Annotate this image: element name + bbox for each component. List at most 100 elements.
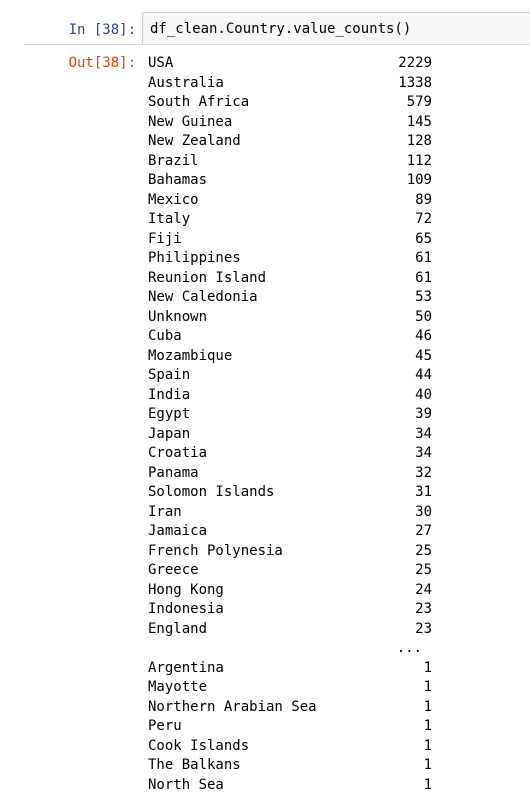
count-value: 24 [415, 581, 432, 601]
country-label: Hong Kong [148, 581, 224, 601]
country-label: New Guinea [148, 113, 232, 133]
count-value: 128 [407, 132, 432, 152]
count-value: 145 [407, 113, 432, 133]
count-value: 579 [407, 93, 432, 113]
country-label: Panama [148, 464, 199, 484]
count-value: 1 [424, 678, 432, 698]
country-label: Reunion Island [148, 269, 266, 289]
country-label: North Sea [148, 776, 224, 795]
value-count-row: North Sea 1 [148, 776, 438, 795]
count-value: 1 [424, 698, 432, 718]
value-count-row: New Guinea 145 [148, 113, 438, 133]
country-label: Fiji [148, 230, 182, 250]
country-label: England [148, 620, 207, 640]
value-count-row: Brazil 112 [148, 152, 438, 172]
count-value: 61 [415, 249, 432, 269]
code-input-area[interactable]: df_clean.Country.value_counts() [142, 12, 530, 45]
country-label: Bahamas [148, 171, 207, 191]
count-value: 23 [415, 600, 432, 620]
value-count-row: Cuba 46 [148, 327, 438, 347]
count-value: 23 [415, 620, 432, 640]
country-label: South Africa [148, 93, 249, 113]
value-count-row: India 40 [148, 386, 438, 406]
value-count-row: Reunion Island 61 [148, 269, 438, 289]
ellipsis: ... [397, 639, 422, 659]
ellipsis-row: ... [148, 639, 438, 659]
value-count-row: Jamaica 27 [148, 522, 438, 542]
count-value: 1 [424, 717, 432, 737]
country-label: Brazil [148, 152, 199, 172]
country-label: Solomon Islands [148, 483, 274, 503]
country-label: Cuba [148, 327, 182, 347]
country-label: Mexico [148, 191, 199, 211]
country-label: Greece [148, 561, 199, 581]
country-label: India [148, 386, 190, 406]
count-value: 1338 [398, 74, 432, 94]
country-label: French Polynesia [148, 542, 283, 562]
count-value: 39 [415, 405, 432, 425]
value-count-row: Mayotte 1 [148, 678, 438, 698]
country-label: Spain [148, 366, 190, 386]
country-label: Jamaica [148, 522, 207, 542]
count-value: 2229 [398, 54, 432, 74]
value-count-row: Croatia 34 [148, 444, 438, 464]
count-value: 1 [424, 776, 432, 795]
count-value: 50 [415, 308, 432, 328]
country-label: Peru [148, 717, 182, 737]
value-count-row: Iran 30 [148, 503, 438, 523]
value-count-row: Mexico 89 [148, 191, 438, 211]
value-count-row: New Zealand 128 [148, 132, 438, 152]
value-count-row: Egypt 39 [148, 405, 438, 425]
country-label: Iran [148, 503, 182, 523]
count-value: 46 [415, 327, 432, 347]
value-count-row: Japan 34 [148, 425, 438, 445]
count-value: 27 [415, 522, 432, 542]
count-value: 61 [415, 269, 432, 289]
country-label: Croatia [148, 444, 207, 464]
country-label: Mayotte [148, 678, 207, 698]
country-label: Cook Islands [148, 737, 249, 757]
value-count-row: Northern Arabian Sea 1 [148, 698, 438, 718]
count-value: 72 [415, 210, 432, 230]
count-value: 32 [415, 464, 432, 484]
count-value: 25 [415, 561, 432, 581]
count-value: 1 [424, 756, 432, 776]
code-line[interactable]: df_clean.Country.value_counts() [150, 20, 411, 40]
count-value: 30 [415, 503, 432, 523]
country-label: USA [148, 54, 173, 74]
count-value: 34 [415, 444, 432, 464]
value-count-row: Hong Kong 24 [148, 581, 438, 601]
country-label: Argentina [148, 659, 224, 679]
count-value: 89 [415, 191, 432, 211]
country-label: Unknown [148, 308, 207, 328]
country-label: Japan [148, 425, 190, 445]
value-count-row: Greece 25 [148, 561, 438, 581]
count-value: 1 [424, 737, 432, 757]
country-label: Philippines [148, 249, 241, 269]
country-label: New Zealand [148, 132, 241, 152]
value-count-row: Philippines 61 [148, 249, 438, 269]
output-collapse-bar[interactable] [24, 44, 530, 48]
output-prompt: Out[38]: [0, 54, 136, 74]
value-count-row: Cook Islands 1 [148, 737, 438, 757]
count-value: 112 [407, 152, 432, 172]
country-label: Egypt [148, 405, 190, 425]
country-label: Northern Arabian Sea [148, 698, 317, 718]
count-value: 53 [415, 288, 432, 308]
country-label: Italy [148, 210, 190, 230]
count-value: 45 [415, 347, 432, 367]
value-count-row: Panama 32 [148, 464, 438, 484]
count-value: 34 [415, 425, 432, 445]
value-count-row: South Africa 579 [148, 93, 438, 113]
count-value: 40 [415, 386, 432, 406]
